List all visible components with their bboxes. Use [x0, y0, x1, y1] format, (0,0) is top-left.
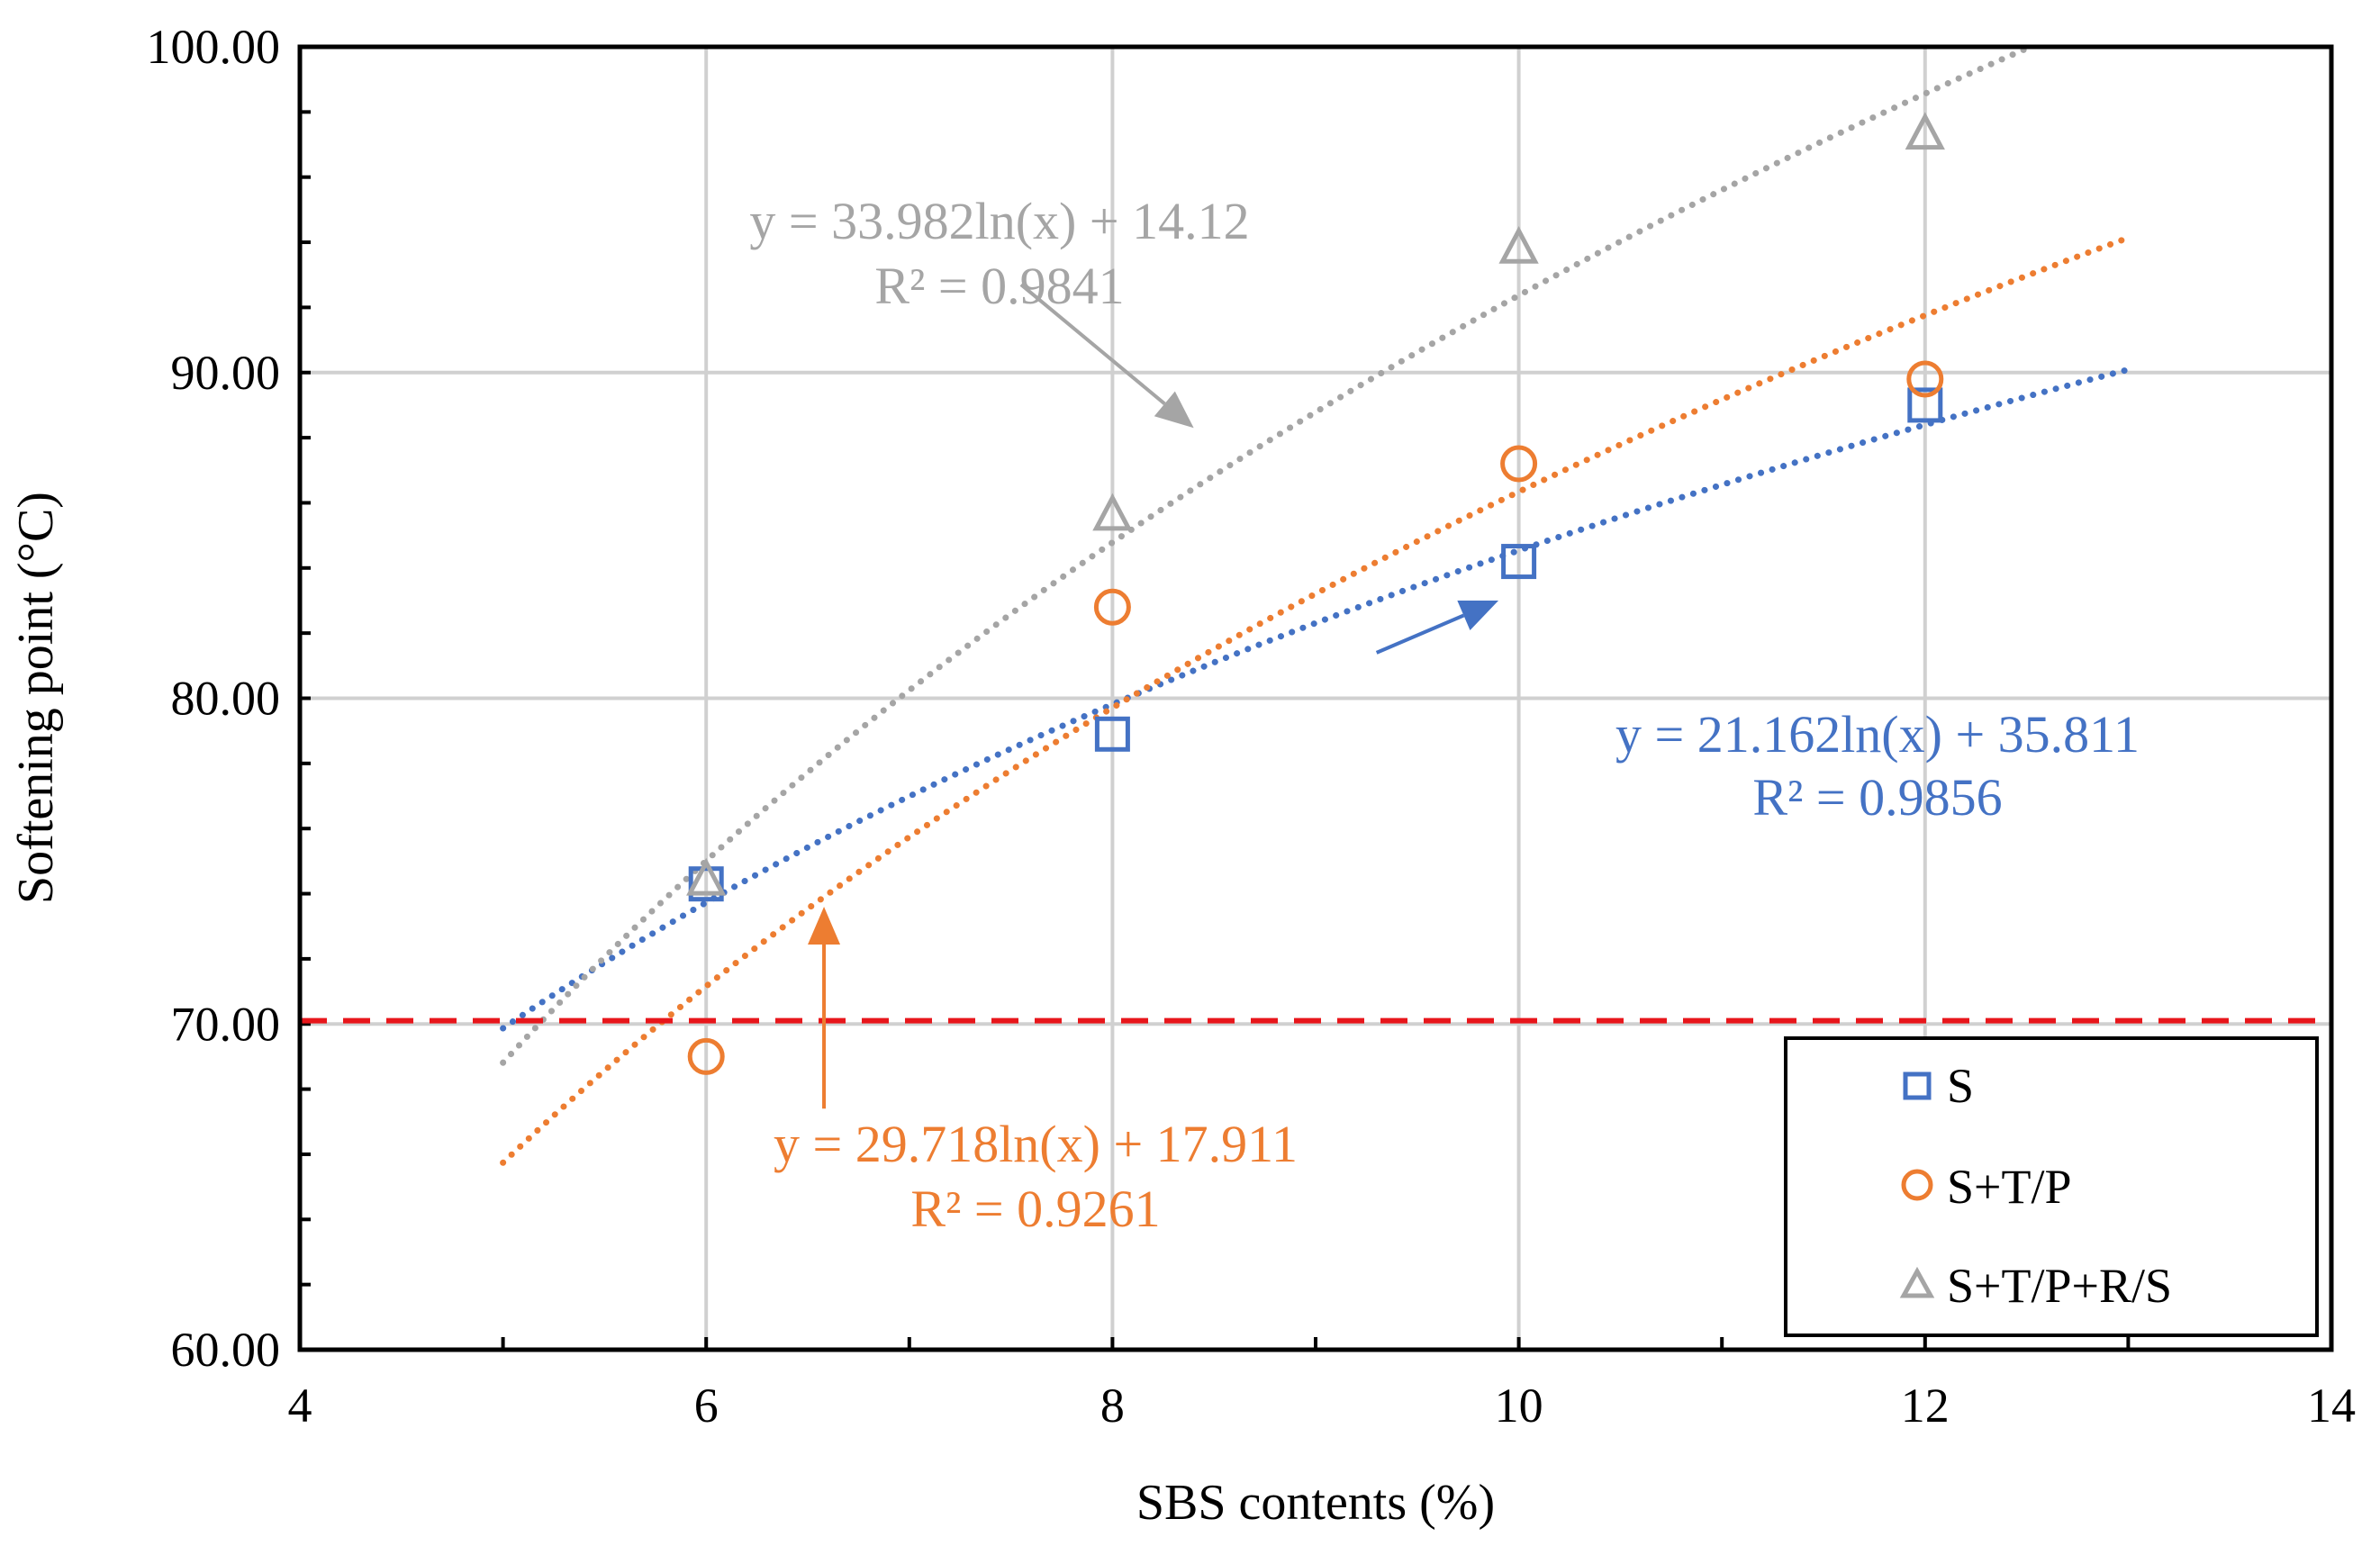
legend: S S+T/P S+T/P+R/S [1784, 1036, 2319, 1337]
s-plus-tp-plus-rs-trendline [500, 45, 2031, 1066]
s-plus-tp-r2: R² = 0.9261 [910, 1180, 1160, 1238]
legend-label-s-plus-tp: S+T/P [1947, 1160, 2072, 1214]
data-markers [686, 112, 1945, 1075]
s-plus-tp-plus-rs-point [1092, 493, 1133, 531]
y-tick-label: 80.00 [171, 672, 281, 726]
s-plus-tp-point [1093, 588, 1131, 626]
s-plus-tp-point [1906, 360, 1944, 398]
legend-square-icon [1903, 1071, 1932, 1100]
s-annotation-arrow-head [1457, 600, 1499, 631]
s-plus-tp-point [1500, 445, 1538, 483]
s-annotation-arrow-line [1375, 613, 1465, 655]
y-tick-labels: 60.00 70.00 80.00 90.00 100.00 [147, 20, 281, 1377]
s-equation: y = 21.162ln(x) + 35.811 [1615, 705, 2140, 764]
s-plus-tp-plus-rs-annotation-arrow-line [1019, 283, 1166, 405]
s-trendline [500, 366, 2131, 1032]
x-tick-label: 6 [694, 1379, 719, 1433]
s-point [1094, 716, 1130, 752]
s-plus-tp-plus-rs-equation: y = 33.982ln(x) + 14.12 [749, 192, 1249, 250]
s-plus-tp-point [687, 1037, 725, 1075]
s-plus-tp-trendline [500, 234, 2131, 1166]
legend-box [1784, 1036, 2319, 1337]
s-plus-tp-plus-rs-point [1498, 225, 1539, 264]
x-axis-title: SBS contents (%) [1136, 1475, 1495, 1531]
trendlines [500, 45, 2131, 1166]
s-plus-tp-plus-rs-point [1905, 112, 1945, 150]
legend-label-s: S [1947, 1059, 1974, 1113]
y-tick-label: 90.00 [171, 346, 281, 400]
annotation-arrows [808, 283, 1499, 1109]
x-tick-labels: 4 6 8 10 12 14 [288, 1379, 2357, 1433]
grid-lines [300, 47, 2331, 1350]
s-plus-tp-plus-rs-r2: R² = 0.9841 [874, 257, 1124, 315]
s-plus-tp-annotation-arrow-head [808, 907, 841, 945]
y-tick-label: 100.00 [147, 20, 281, 74]
s-plus-tp-equation: y = 29.718ln(x) + 17.911 [774, 1115, 1298, 1173]
plot-area-frame [297, 44, 2334, 1352]
y-tick-label: 70.00 [171, 997, 281, 1051]
legend-triangle-icon [1899, 1266, 1935, 1298]
s-point [1907, 387, 1943, 423]
y-axis-title: Softening point (°C) [8, 492, 64, 904]
s-point [688, 866, 724, 902]
y-tick-label: 60.00 [171, 1323, 281, 1377]
legend-circle-icon [1901, 1169, 1933, 1201]
x-tick-label: 12 [1901, 1379, 1950, 1433]
s-plus-tp-plus-rs-point [686, 857, 727, 896]
legend-label-s-plus-tp-plus-rs: S+T/P+R/S [1947, 1259, 2172, 1313]
s-r2: R² = 0.9856 [1752, 768, 2002, 827]
x-tick-label: 4 [288, 1379, 312, 1433]
s-point [1501, 544, 1537, 580]
x-tick-label: 14 [2307, 1379, 2356, 1433]
s-plus-tp-plus-rs-annotation-arrow-head [1154, 391, 1194, 429]
x-tick-label: 8 [1100, 1379, 1125, 1433]
x-tick-label: 10 [1495, 1379, 1543, 1433]
